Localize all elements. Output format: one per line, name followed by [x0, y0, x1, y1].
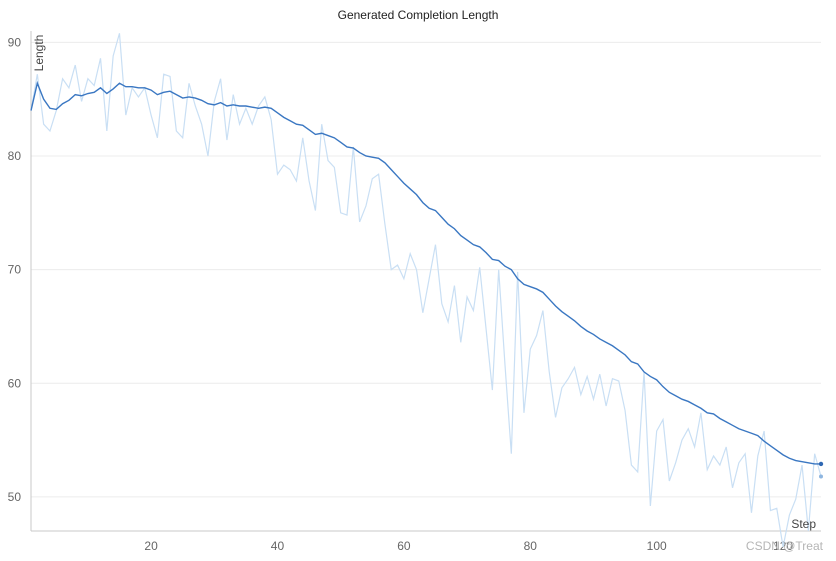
series-endpoint-raw	[819, 474, 823, 479]
y-tick-label: 60	[8, 376, 22, 390]
chart-title: Generated Completion Length	[338, 8, 499, 22]
watermark-text: CSDN @Treat	[746, 539, 824, 553]
y-axis-label: Length	[32, 35, 46, 72]
x-tick-label: 80	[524, 539, 538, 553]
series-endpoint-smoothed	[818, 461, 824, 467]
x-tick-label: 60	[397, 539, 411, 553]
x-tick-label: 20	[144, 539, 158, 553]
series-line-smoothed	[30, 80, 821, 465]
x-axis-label: Step	[791, 517, 816, 531]
series-line-raw	[30, 33, 822, 548]
y-tick-label: 50	[8, 490, 22, 504]
x-axis-ticks: 20 40 60 80 100 120	[144, 539, 793, 553]
axes	[30, 31, 821, 532]
y-axis-ticks: 50 60 70 80 90	[8, 35, 22, 504]
x-tick-label: 100	[647, 539, 667, 553]
y-tick-label: 90	[8, 35, 22, 49]
y-tick-label: 70	[8, 263, 22, 277]
y-tick-label: 80	[8, 149, 22, 163]
gridlines	[31, 41, 821, 498]
x-tick-label: 40	[271, 539, 285, 553]
